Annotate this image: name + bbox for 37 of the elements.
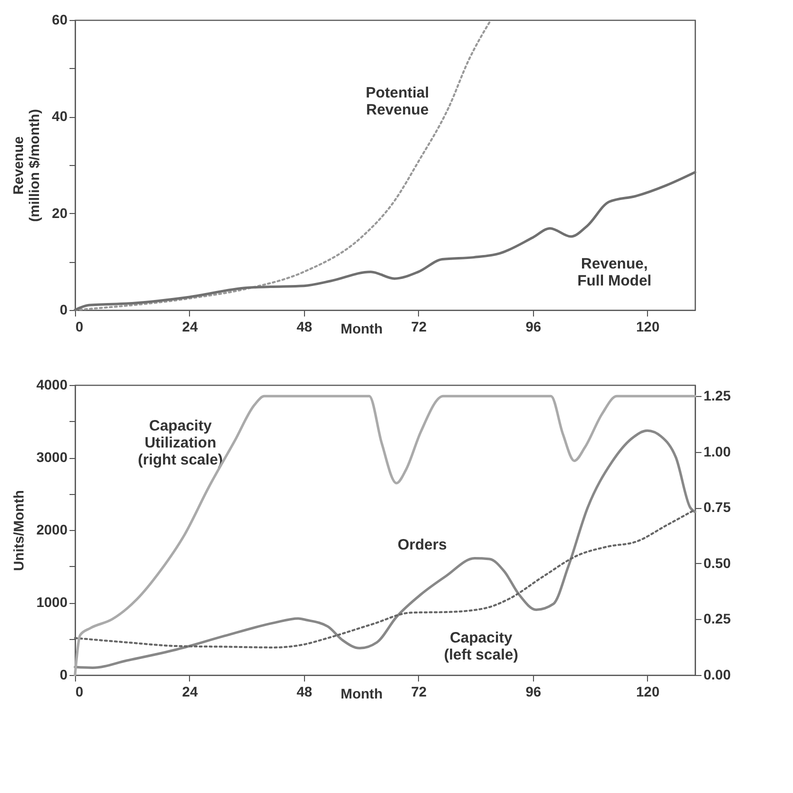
y2-tick-label: 0.50 xyxy=(704,554,731,571)
y-tick-label: 40 xyxy=(52,108,68,124)
y-tick-label: 4000 xyxy=(36,376,68,392)
series-label: Capacity Utilization (right scale) xyxy=(138,418,223,469)
x-tick-label: 96 xyxy=(526,318,542,334)
x-tick-label: 48 xyxy=(296,684,312,700)
x-tick-label: 0 xyxy=(76,684,84,700)
x-tick-label: 24 xyxy=(182,684,198,700)
y-tick-label: 20 xyxy=(52,204,68,221)
x-tick-label: 24 xyxy=(182,318,198,334)
y2-tick-label: 1.25 xyxy=(704,388,731,404)
y-tick-label: 0 xyxy=(60,302,68,318)
x-tick-label: 120 xyxy=(636,318,660,334)
y-axis-title: Revenue (million $/month) xyxy=(10,109,42,222)
series-label: Orders xyxy=(398,536,447,554)
y-axis-title: Units/Month xyxy=(10,490,26,571)
y2-tick-label: 0.25 xyxy=(704,610,731,627)
y-tick-label: 0 xyxy=(60,666,68,682)
x-tick-label: 72 xyxy=(411,684,427,700)
x-tick-label: 120 xyxy=(636,684,660,700)
x-axis-title: Month xyxy=(340,320,383,336)
x-tick-label: 96 xyxy=(526,684,542,700)
y-tick-label: 1000 xyxy=(36,594,68,610)
line-series xyxy=(74,508,696,648)
x-axis-title: Month xyxy=(340,686,383,702)
y-tick-label: 60 xyxy=(52,12,68,28)
y2-tick-label: 0.75 xyxy=(704,499,731,516)
series-label: Potential Revenue xyxy=(366,84,430,118)
y-tick-label: 3000 xyxy=(36,449,68,465)
x-tick-label: 0 xyxy=(76,318,84,334)
y2-tick-label: 1.00 xyxy=(704,443,731,460)
series-label: Revenue, Full Model xyxy=(577,256,652,290)
y2-tick-label: 0.00 xyxy=(704,666,731,682)
x-tick-label: 72 xyxy=(411,318,427,334)
y-tick-label: 2000 xyxy=(36,522,68,538)
series-label: Capacity (left scale) xyxy=(444,629,518,664)
x-tick-label: 48 xyxy=(296,318,312,334)
